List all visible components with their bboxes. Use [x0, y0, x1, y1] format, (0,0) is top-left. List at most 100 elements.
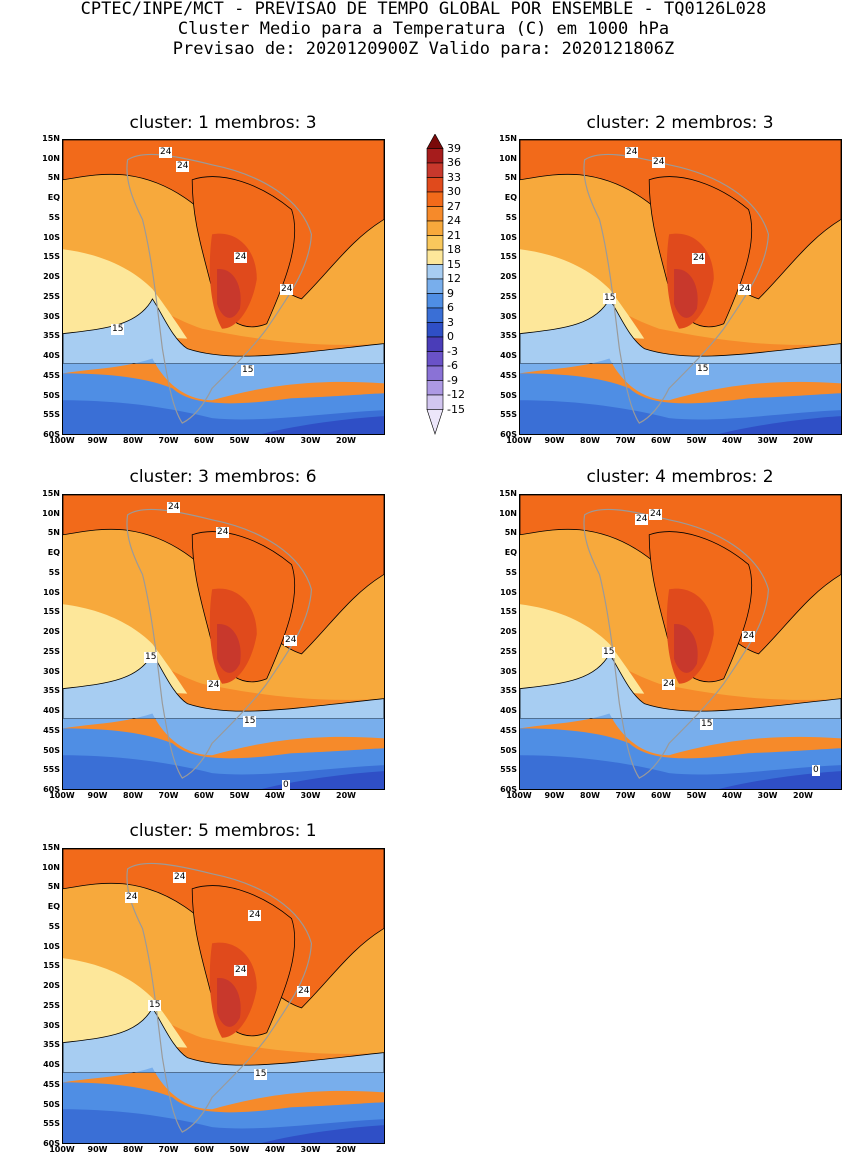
colorbar-label: 36 — [447, 156, 461, 169]
contour-label: 24 — [625, 147, 639, 158]
colorbar-swatch — [426, 380, 444, 396]
shaded-region — [520, 713, 841, 756]
lat-label: 10N — [499, 153, 517, 163]
lat-label: 15N — [499, 489, 517, 498]
contour-label: 15 — [241, 365, 255, 376]
shaded-region — [718, 416, 841, 434]
coastline — [583, 508, 770, 779]
shaded-region — [718, 771, 841, 789]
colorbar-label: -6 — [447, 359, 458, 372]
colorbar-label: -12 — [447, 388, 465, 401]
lat-label: 60S — [500, 785, 517, 794]
lon-label: 30W — [757, 791, 778, 800]
lon-label: 20W — [793, 436, 813, 445]
shaded-region — [63, 358, 384, 401]
lat-label: 55S — [500, 410, 517, 420]
temperature-field-5 — [63, 849, 384, 1143]
lat-label: 40S — [500, 706, 517, 716]
shaded-region — [520, 298, 841, 364]
lat-label: 10S — [43, 232, 60, 242]
contour-label: 24 — [662, 679, 676, 690]
shaded-region — [217, 623, 241, 673]
colorbar-swatch — [426, 133, 444, 149]
lon-label: 100W — [506, 791, 532, 800]
lat-label: 50S — [500, 745, 517, 755]
lon-label: 30W — [757, 436, 778, 445]
contour-label: 24 — [297, 986, 311, 997]
lon-label: 90W — [544, 436, 565, 445]
lat-label: 15S — [43, 961, 60, 971]
shaded-region — [674, 268, 698, 318]
lon-label: 90W — [87, 436, 108, 445]
lon-label: 90W — [87, 791, 108, 800]
lat-label: 10S — [43, 587, 60, 597]
lat-label: 5S — [48, 212, 60, 222]
lon-label: 100W — [49, 436, 75, 445]
lat-label: 35S — [43, 686, 60, 696]
lon-label: 80W — [123, 1145, 143, 1154]
colorbar-swatch — [426, 177, 444, 193]
contour-label: 24 — [176, 161, 190, 172]
panel-title-5: cluster: 5 membros: 1 — [129, 821, 317, 841]
colorbar-swatch — [426, 307, 444, 323]
colorbar-swatch — [426, 249, 444, 265]
lat-label: 10N — [42, 153, 60, 163]
lat-label: 15N — [499, 134, 517, 143]
coastline — [583, 153, 770, 424]
lon-label: 20W — [336, 1145, 356, 1154]
lat-label: 45S — [500, 370, 517, 380]
contour-label: 24 — [284, 635, 298, 646]
lat-label: 5N — [47, 882, 60, 892]
contour-label: 24 — [167, 502, 181, 513]
lon-label: 20W — [793, 791, 813, 800]
temperature-field-4 — [520, 495, 841, 789]
lon-label: 100W — [49, 791, 75, 800]
lat-label: 40S — [43, 1060, 60, 1070]
lon-label: 90W — [544, 791, 565, 800]
lat-label: 25S — [500, 291, 517, 301]
lat-label: 15S — [500, 252, 517, 262]
lon-label: 70W — [158, 1145, 179, 1154]
shaded-region — [63, 298, 384, 364]
panel-title-1: cluster: 1 membros: 3 — [129, 113, 317, 133]
lat-label: EQ — [47, 193, 60, 203]
shaded-region — [63, 713, 384, 756]
lat-label: 40S — [43, 351, 60, 361]
lat-label: 10N — [42, 862, 60, 872]
colorbar-label: 39 — [447, 141, 461, 155]
lat-label: 10N — [42, 508, 60, 518]
shaded-region — [261, 771, 384, 789]
panel-title-2: cluster: 2 membros: 3 — [586, 113, 774, 133]
contour-label: 24 — [635, 514, 649, 525]
lat-label: 55S — [43, 410, 60, 420]
map-panel-3 — [62, 494, 385, 790]
contour-label: 15 — [602, 647, 616, 658]
lat-label: 45S — [43, 1079, 60, 1089]
panel-title-3: cluster: 3 membros: 6 — [129, 467, 317, 487]
lat-label: 25S — [43, 646, 60, 656]
lat-label: 30S — [43, 311, 60, 321]
colorbar-label: 33 — [447, 170, 461, 184]
lon-label: 20W — [336, 791, 356, 800]
contour-label: 24 — [248, 910, 262, 921]
colorbar-swatch — [426, 293, 444, 309]
header-line-3: Previsao de: 2020120900Z Valido para: 20… — [172, 39, 675, 59]
lat-label: 20S — [43, 272, 60, 282]
lat-label: 5S — [505, 212, 517, 222]
lon-label: 70W — [158, 791, 179, 800]
lon-label: 50W — [229, 791, 250, 800]
contour-label: 24 — [173, 872, 187, 883]
shaded-region — [261, 416, 384, 434]
lon-label: 100W — [506, 436, 532, 445]
contour-label: 24 — [234, 252, 248, 263]
lat-label: 45S — [500, 725, 517, 735]
shaded-region — [217, 977, 241, 1027]
lon-label: 70W — [615, 436, 636, 445]
lat-label: 5N — [504, 173, 517, 183]
colorbar-swatch — [426, 278, 444, 294]
lon-label: 80W — [123, 436, 143, 445]
lat-label: 30S — [43, 1020, 60, 1030]
colorbar-swatch — [426, 191, 444, 207]
lat-label: 60S — [43, 785, 60, 794]
lon-label: 80W — [580, 436, 600, 445]
